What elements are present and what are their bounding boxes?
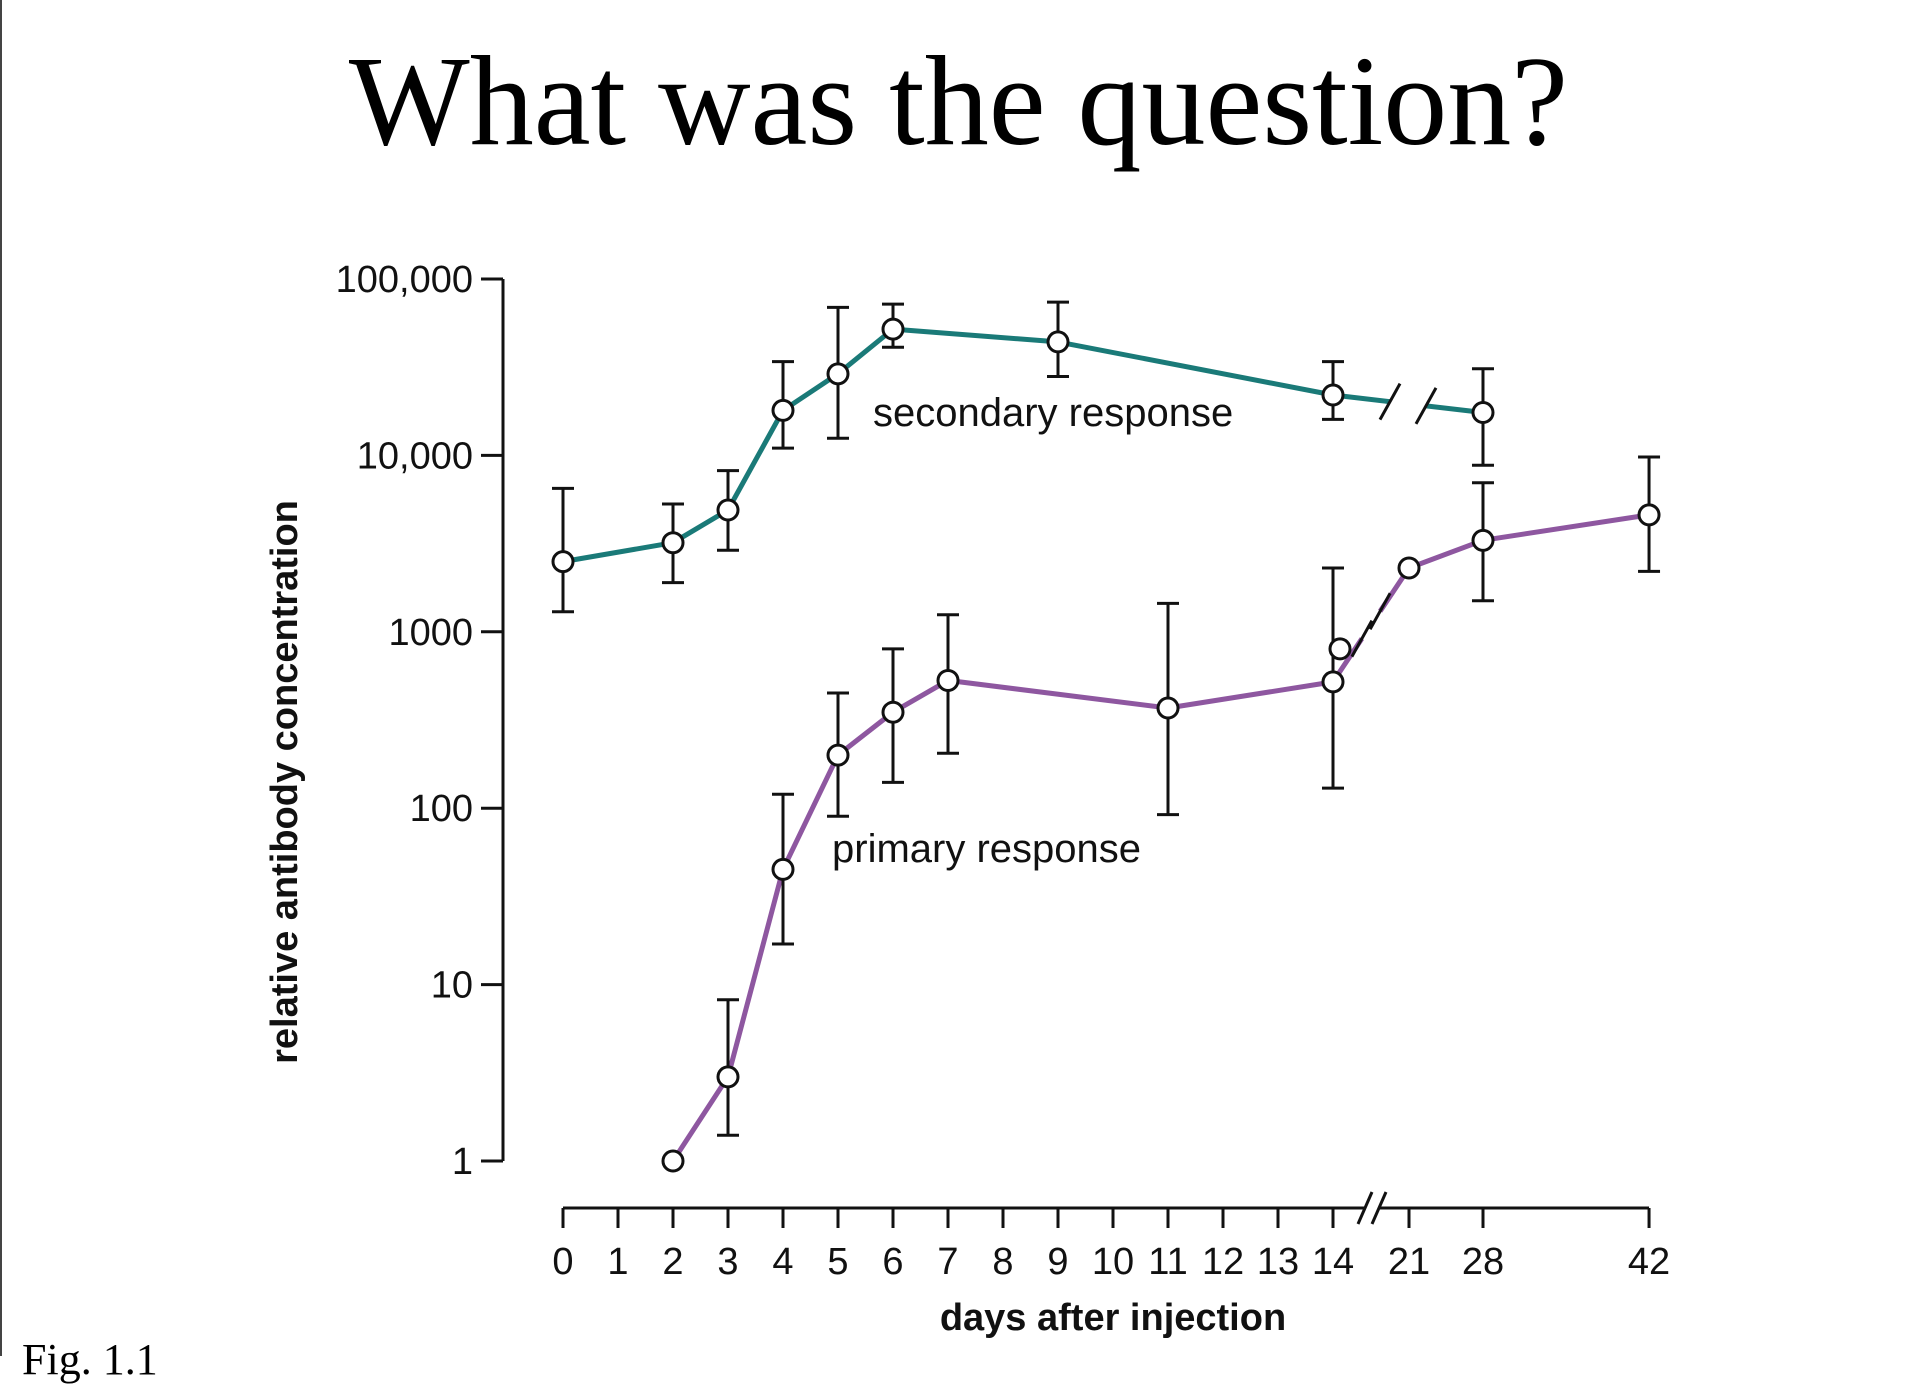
y-axis: 1 10 100 1000 10,000 100,000 bbox=[336, 259, 505, 1183]
y-tick-label: 100,000 bbox=[336, 259, 473, 301]
x-tick-label: 6 bbox=[882, 1241, 903, 1283]
series-break-mark bbox=[1414, 387, 1438, 425]
data-point bbox=[881, 317, 905, 341]
data-point bbox=[936, 668, 960, 692]
data-point bbox=[1471, 401, 1495, 425]
data-point bbox=[771, 398, 795, 422]
y-tick-label: 1000 bbox=[388, 612, 473, 654]
data-point bbox=[551, 550, 575, 574]
x-axis-break-mark bbox=[1370, 1191, 1388, 1225]
series-label-secondary: secondary response bbox=[873, 391, 1233, 435]
data-point bbox=[1046, 330, 1070, 354]
series-line bbox=[562, 326, 1484, 565]
data-point bbox=[1156, 696, 1180, 720]
x-tick-label: 21 bbox=[1388, 1241, 1430, 1283]
x-tick-label: 10 bbox=[1092, 1241, 1134, 1283]
series-0 bbox=[551, 300, 1495, 614]
x-tick-label: 42 bbox=[1628, 1241, 1670, 1283]
slide-left-border bbox=[0, 0, 2, 1356]
data-point bbox=[1321, 670, 1345, 694]
data-point bbox=[1321, 383, 1345, 407]
y-tick-label: 100 bbox=[410, 788, 473, 830]
x-tick-label: 0 bbox=[552, 1241, 573, 1283]
data-point bbox=[661, 1149, 685, 1173]
data-point bbox=[661, 531, 685, 555]
data-point bbox=[826, 362, 850, 386]
data-point bbox=[1637, 503, 1661, 527]
data-point bbox=[716, 1065, 740, 1089]
x-tick-label: 9 bbox=[1047, 1241, 1068, 1283]
slide: What was the question? 1 10 100 1000 10,000 1… bbox=[0, 0, 1670, 1382]
y-axis-title: relative antibody concentration bbox=[264, 500, 306, 1064]
x-tick-label: 11 bbox=[1148, 1241, 1187, 1283]
x-tick-label: 13 bbox=[1257, 1241, 1299, 1283]
x-tick-label: 3 bbox=[717, 1241, 738, 1283]
x-tick-label: 28 bbox=[1462, 1241, 1504, 1283]
data-point bbox=[716, 498, 740, 522]
series-break-gap bbox=[1389, 394, 1427, 413]
figure-caption: Fig. 1.1 bbox=[22, 1335, 158, 1384]
data-point bbox=[1471, 528, 1495, 552]
x-axis: 0 1 2 3 4 5 6 7 8 9 10 11 12 13 14 21 28 42 bbox=[552, 1191, 1670, 1283]
data-point bbox=[826, 743, 850, 767]
x-tick-label: 8 bbox=[992, 1241, 1013, 1283]
data-point bbox=[1397, 556, 1421, 580]
y-tick-label: 10,000 bbox=[357, 435, 473, 477]
x-tick-label: 4 bbox=[772, 1241, 793, 1283]
series-break-mark bbox=[1368, 592, 1392, 631]
series-layer bbox=[551, 300, 1661, 1173]
x-tick-label: 1 bbox=[607, 1241, 628, 1283]
x-tick-label: 14 bbox=[1312, 1241, 1354, 1283]
slide-title: What was the question? bbox=[348, 30, 1569, 172]
data-point bbox=[771, 857, 795, 881]
series-line bbox=[670, 512, 1650, 1163]
data-point bbox=[1328, 637, 1352, 661]
y-tick-label: 1 bbox=[452, 1141, 473, 1183]
x-axis-break-mark bbox=[1356, 1191, 1374, 1225]
y-tick-label: 10 bbox=[431, 965, 473, 1007]
series-break-mark bbox=[1378, 382, 1402, 421]
x-tick-label: 12 bbox=[1202, 1241, 1244, 1283]
x-tick-label: 5 bbox=[827, 1241, 848, 1283]
x-axis-title: days after injection bbox=[940, 1297, 1286, 1339]
series-label-primary: primary response bbox=[832, 827, 1141, 871]
x-tick-label: 2 bbox=[662, 1241, 683, 1283]
series-break-mark bbox=[1350, 619, 1374, 658]
x-tick-label: 7 bbox=[937, 1241, 958, 1283]
series-1 bbox=[661, 455, 1661, 1173]
data-point bbox=[881, 700, 905, 724]
